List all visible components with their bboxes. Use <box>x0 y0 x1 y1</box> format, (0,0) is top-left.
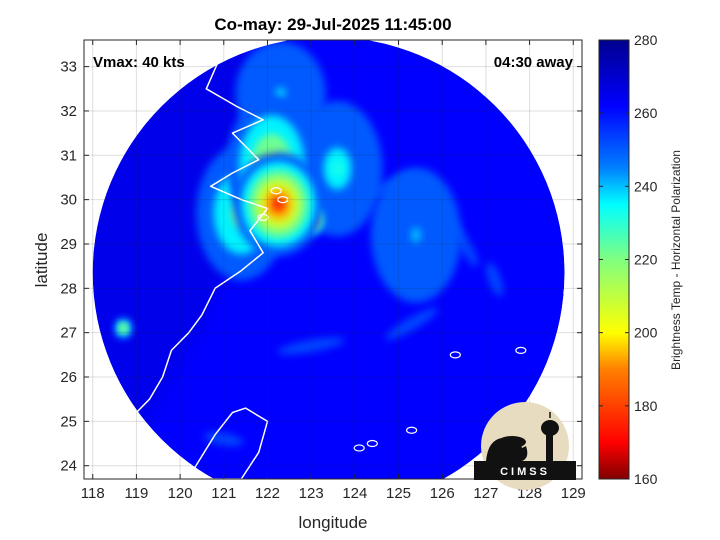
island-outline <box>563 289 575 297</box>
colorbar-tick-label: 220 <box>634 252 658 268</box>
island-outline <box>449 351 461 359</box>
x-tick-label: 126 <box>430 485 455 502</box>
island-outline <box>406 426 418 434</box>
colorbar-tick-label: 200 <box>634 325 658 341</box>
x-tick-label: 123 <box>299 485 324 502</box>
y-tick-label: 28 <box>60 280 77 297</box>
island-outline <box>515 346 527 355</box>
colorbar-ticks: 160 180 200 220 240 260 280 <box>599 32 658 487</box>
cimss-logo: CIMSS <box>474 402 576 490</box>
feature-far-north <box>275 87 286 99</box>
rain-band <box>486 262 503 297</box>
feature-outer-band <box>411 227 421 243</box>
x-axis-label: longitude <box>298 513 367 532</box>
y-tick-label: 31 <box>60 147 77 164</box>
colorbar-tick-label: 180 <box>634 398 658 414</box>
x-tick-label: 129 <box>561 485 586 502</box>
logo-text: CIMSS <box>500 466 550 478</box>
x-tick-label: 121 <box>211 485 236 502</box>
rain-band <box>385 307 438 340</box>
colorbar-label: Brightness Temp - Horizontal Polarizatio… <box>669 150 683 370</box>
time-away-annotation: 04:30 away <box>494 54 574 71</box>
y-tick-label: 25 <box>60 413 77 430</box>
feature-core <box>273 198 284 210</box>
colorbar-tick-label: 160 <box>634 471 658 487</box>
y-axis-ticks: 24 25 26 27 28 29 30 31 32 33 <box>60 59 582 475</box>
rain-band <box>277 337 345 355</box>
x-tick-label: 118 <box>81 485 105 502</box>
colorbar-tick-label: 260 <box>634 105 658 121</box>
coastline <box>84 48 579 479</box>
grid-lines <box>84 40 582 479</box>
colorbar <box>598 39 630 480</box>
y-tick-label: 24 <box>60 458 77 475</box>
island-outline <box>567 54 579 62</box>
x-tick-label: 122 <box>255 485 280 502</box>
taiwan-coastline <box>192 407 269 479</box>
island-outline <box>277 196 289 204</box>
island-outline <box>353 444 365 452</box>
feature-island <box>120 324 127 332</box>
chart-title: Co-may: 29-Jul-2025 11:45:00 <box>214 15 451 34</box>
vmax-annotation: Vmax: 40 kts <box>93 54 185 71</box>
y-tick-label: 30 <box>60 192 77 209</box>
rain-band <box>361 174 419 199</box>
y-axis-label: latitude <box>32 233 51 288</box>
feature-northeast-band <box>332 161 343 177</box>
rain-band <box>450 221 479 267</box>
x-tick-label: 127 <box>473 485 498 502</box>
y-tick-label: 29 <box>60 236 77 253</box>
y-tick-label: 33 <box>60 59 77 76</box>
y-tick-label: 32 <box>60 103 77 120</box>
x-tick-label: 125 <box>386 485 411 502</box>
x-tick-label: 119 <box>124 485 148 502</box>
x-tick-label: 124 <box>342 485 367 502</box>
plot-frame <box>83 39 583 480</box>
island-outline <box>257 213 269 221</box>
island-outline <box>366 439 378 448</box>
colorbar-tick-label: 280 <box>634 32 658 48</box>
y-tick-label: 27 <box>60 325 77 342</box>
colorbar-tick-label: 240 <box>634 178 658 194</box>
y-tick-label: 26 <box>60 369 77 386</box>
mainland-coastline <box>84 48 269 454</box>
x-tick-label: 120 <box>168 485 193 502</box>
island-outline <box>270 187 282 195</box>
x-axis-ticks: 118 119 120 121 122 123 124 125 126 127 128 129 <box>81 40 586 502</box>
